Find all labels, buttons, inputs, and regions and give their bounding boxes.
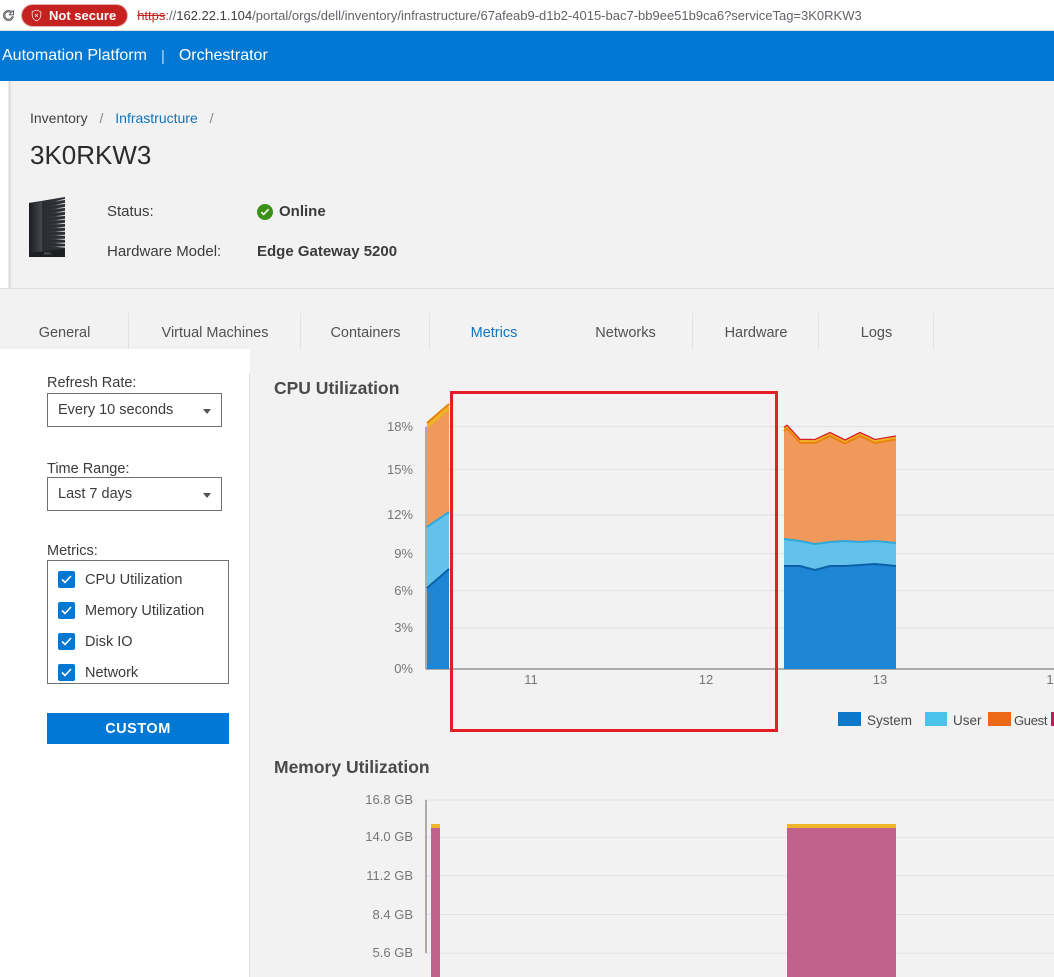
svg-text:16.8 GB: 16.8 GB	[365, 792, 413, 807]
svg-text:14.0 GB: 14.0 GB	[365, 829, 413, 844]
svg-text:8.4 GB: 8.4 GB	[373, 907, 413, 922]
svg-text:5.6 GB: 5.6 GB	[373, 945, 413, 960]
svg-text:11.2 GB: 11.2 GB	[366, 868, 413, 883]
